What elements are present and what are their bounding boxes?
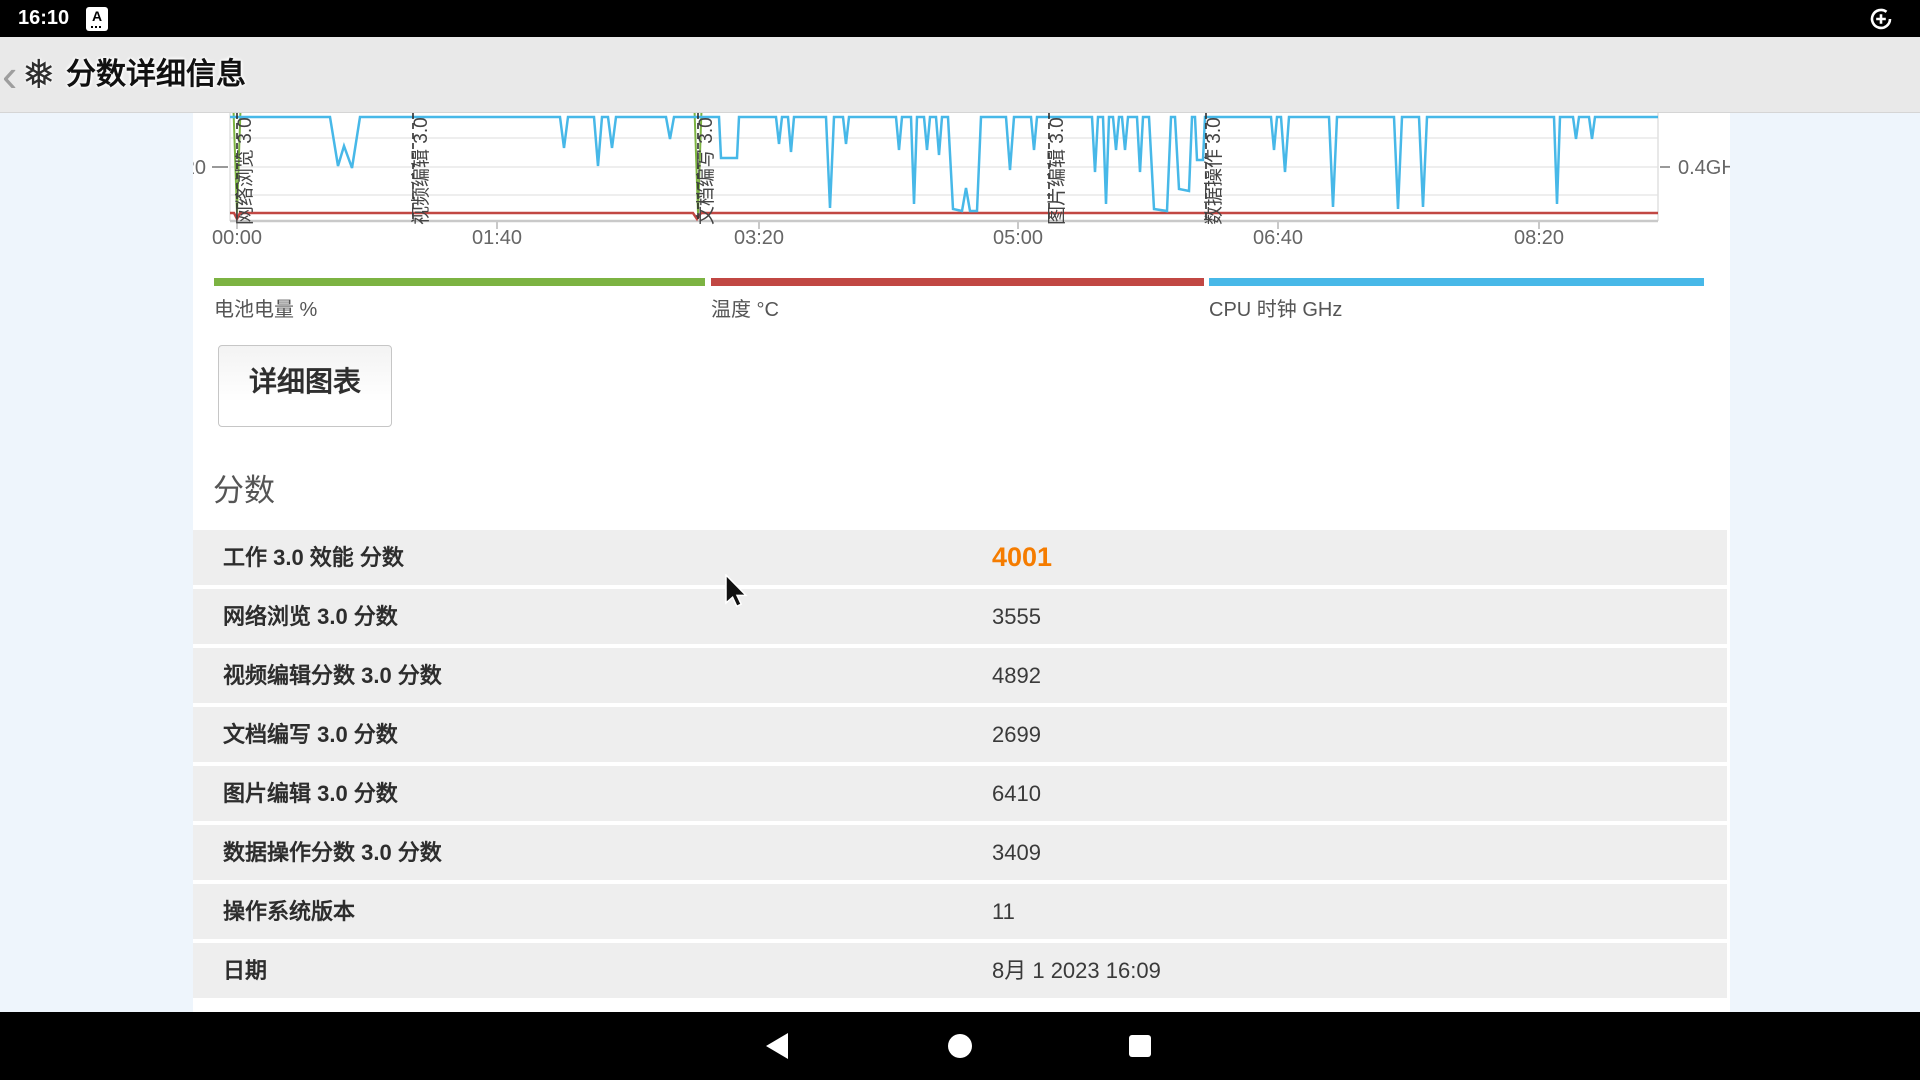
detailed-chart-button[interactable]: 详细图表 xyxy=(218,345,392,427)
svg-text:08:20: 08:20 xyxy=(1514,227,1564,249)
row-value: 11 xyxy=(992,899,1015,924)
svg-text:03:20: 03:20 xyxy=(734,227,784,249)
svg-text:网络浏览 3.0: 网络浏览 3.0 xyxy=(234,117,256,225)
row-label: 数据操作分数 3.0 分数 xyxy=(223,840,442,865)
svg-text:01:40: 01:40 xyxy=(472,227,522,249)
content-column: 00:00 01:40 03:20 05:00 06:40 08:20 20 0.4GHz 网络… xyxy=(193,113,1730,1012)
mouse-cursor xyxy=(725,574,748,608)
row-value: 8月 1 2023 16:09 xyxy=(992,958,1161,983)
svg-text:视频编辑 3.0: 视频编辑 3.0 xyxy=(410,117,432,225)
table-row: 视频编辑分数 3.0 分数 4892 xyxy=(193,648,1727,703)
row-value: 3409 xyxy=(992,840,1041,865)
svg-text:20: 20 xyxy=(193,157,206,179)
pcmark-snowflake-icon: ❅ xyxy=(22,53,56,97)
ime-letter: A xyxy=(91,8,103,24)
row-label: 网络浏览 3.0 分数 xyxy=(223,604,398,629)
svg-text:文档编写 3.0: 文档编写 3.0 xyxy=(695,117,717,225)
row-value: 3555 xyxy=(992,604,1041,629)
table-row: 网络浏览 3.0 分数 3555 xyxy=(193,589,1727,644)
legend-color-bar xyxy=(214,278,705,286)
table-row: 数据操作分数 3.0 分数 3409 xyxy=(193,825,1727,880)
back-chevron-icon[interactable]: ‹ xyxy=(2,49,18,101)
benchmark-chart: 00:00 01:40 03:20 05:00 06:40 08:20 20 0.4GHz 网络… xyxy=(193,113,1730,249)
nav-home-icon[interactable] xyxy=(948,1034,972,1058)
svg-text:图片编辑 3.0: 图片编辑 3.0 xyxy=(1046,117,1068,225)
svg-text:06:40: 06:40 xyxy=(1253,227,1303,249)
table-row: 日期 8月 1 2023 16:09 xyxy=(193,943,1727,998)
legend-label: CPU 时钟 GHz xyxy=(1209,299,1343,321)
row-value: 6410 xyxy=(992,781,1041,806)
table-row: 文档编写 3.0 分数 2699 xyxy=(193,707,1727,762)
table-row: 操作系统版本 11 xyxy=(193,884,1727,939)
status-clock: 16:10 xyxy=(18,7,70,29)
row-label: 操作系统版本 xyxy=(223,899,356,924)
score-table: 工作 3.0 效能 分数 4001 网络浏览 3.0 分数 3555 视频编辑分数 3.… xyxy=(193,530,1727,1002)
nav-back-icon[interactable] xyxy=(766,1033,788,1059)
legend-color-bar xyxy=(711,278,1204,286)
legend-item: CPU 时钟 GHz xyxy=(1209,278,1704,322)
table-row: 工作 3.0 效能 分数 4001 xyxy=(193,530,1727,585)
svg-text:00:00: 00:00 xyxy=(212,227,262,249)
row-label: 日期 xyxy=(223,958,268,983)
row-label: 图片编辑 3.0 分数 xyxy=(223,781,398,806)
legend-color-bar xyxy=(1209,278,1704,286)
status-bar: 16:10 A xyxy=(0,0,1920,37)
legend-label: 温度 °C xyxy=(711,299,779,321)
row-value: 4892 xyxy=(992,663,1041,688)
svg-text:05:00: 05:00 xyxy=(993,227,1043,249)
row-label: 文档编写 3.0 分数 xyxy=(223,722,398,747)
row-value: 2699 xyxy=(992,722,1041,747)
app-bar: ‹ ❅ 分数详细信息 xyxy=(0,37,1920,113)
page-title: 分数详细信息 xyxy=(66,58,246,91)
content-area: 00:00 01:40 03:20 05:00 06:40 08:20 20 0.4GHz 网络… xyxy=(0,113,1920,1012)
ime-keyboard-icon: A xyxy=(86,7,108,31)
legend-item: 温度 °C xyxy=(711,278,1204,322)
legend-label: 电池电量 % xyxy=(214,299,318,321)
legend-item: 电池电量 % xyxy=(214,278,705,322)
ime-dots xyxy=(91,26,93,28)
row-label: 视频编辑分数 3.0 分数 xyxy=(223,663,442,688)
svg-text:数据操作 3.0: 数据操作 3.0 xyxy=(1203,117,1225,225)
table-row: 图片编辑 3.0 分数 6410 xyxy=(193,766,1727,821)
nav-recents-icon[interactable] xyxy=(1129,1035,1151,1057)
scores-heading: 分数 xyxy=(213,473,275,508)
navigation-bar xyxy=(0,1012,1920,1080)
row-value: 4001 xyxy=(992,542,1053,572)
row-label: 工作 3.0 效能 分数 xyxy=(223,545,404,570)
data-saver-icon xyxy=(1870,8,1892,30)
svg-text:0.4GHz: 0.4GHz xyxy=(1678,157,1730,179)
